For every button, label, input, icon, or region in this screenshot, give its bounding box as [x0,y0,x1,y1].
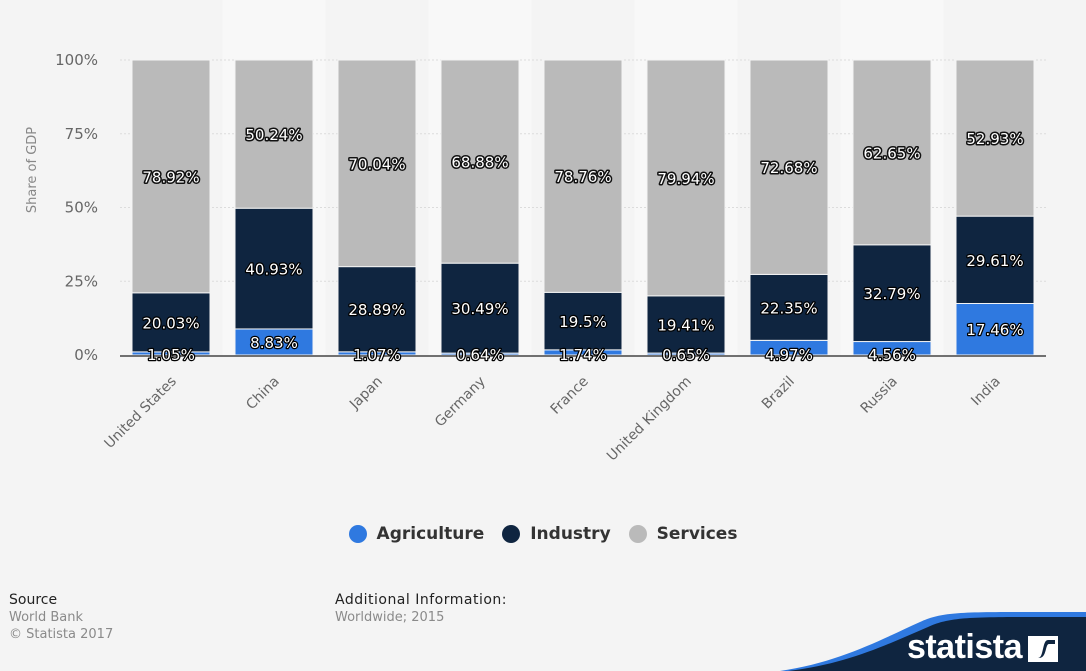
x-axis-categories: United States China Japan Germany France Unit… [101,374,1003,465]
data-label: 52.93% [966,130,1023,148]
bar-segment-industry[interactable] [543,291,623,351]
statista-mark-icon [1028,636,1058,662]
source-section: Source World Bank © Statista 2017 [9,592,113,643]
x-category-label: United Kingdom [604,374,695,465]
bar-segment-services[interactable] [955,59,1035,217]
legend-label: Industry [530,524,611,544]
legend-item-services[interactable]: Services [628,524,738,544]
data-label: 32.79% [863,285,920,303]
x-category-label: Japan [346,374,386,414]
data-label: 62.65% [863,144,920,162]
data-label: 78.76% [554,168,611,186]
y-axis-title: Share of GDP [25,127,40,213]
data-label: 20.03% [142,314,199,332]
y-tick-label: 0% [74,346,98,364]
data-label: 30.49% [451,300,508,318]
x-category-label: China [243,374,283,414]
info-title: Additional Information: [335,592,507,608]
bar-segment-services[interactable] [440,59,520,264]
data-label: 78.92% [142,168,199,186]
bar-segment-industry[interactable] [337,266,417,353]
bar-segment-services[interactable] [543,59,623,293]
bar-segment-industry[interactable] [131,292,211,353]
legend-dot-icon [628,525,647,543]
bar-segment-agriculture[interactable] [955,302,1035,356]
y-axis-ticks: 0% 25% 50% 75% 100% [55,51,98,364]
data-label: 19.5% [559,313,607,331]
bar-segment-services[interactable] [749,59,829,275]
data-label: 70.04% [348,155,405,173]
data-label: 0.65% [662,346,710,364]
bar-segment-industry[interactable] [440,262,520,354]
bar-segment-services[interactable] [852,59,932,246]
legend-dot-icon [502,525,521,543]
data-label: 4.56% [868,346,916,364]
legend-item-agriculture[interactable]: Agriculture [348,524,485,544]
info-text: Worldwide; 2015 [335,610,445,625]
y-tick-label: 50% [65,199,98,217]
y-tick-label: 25% [65,272,98,290]
x-category-label: France [548,374,592,418]
bar-segment-services[interactable] [131,59,211,294]
statista-logo[interactable]: statista [780,600,1086,671]
x-category-label: Russia [858,374,901,417]
bar-segment-agriculture[interactable] [234,328,314,356]
bar-segment-industry[interactable] [646,295,726,354]
data-label: 19.41% [657,316,714,334]
legend-label: Agriculture [376,524,485,544]
data-label: 68.88% [451,154,508,172]
data-label: 79.94% [657,170,714,188]
data-label: 28.89% [348,301,405,319]
data-label: 29.61% [966,252,1023,270]
bar-segment-industry[interactable] [852,244,932,343]
legend-dot-icon [348,525,367,543]
data-label: 1.74% [559,346,607,364]
source-title: Source [9,592,58,608]
data-label: 0.64% [456,346,504,364]
additional-info-section: Additional Information: Worldwide; 2015 [335,592,507,626]
x-category-label: India [968,374,1004,410]
logo-wave-background [780,612,1086,671]
data-label: 17.46% [966,321,1023,339]
data-label: 50.24% [245,126,302,144]
bar-segment-services[interactable] [337,59,417,268]
legend-item-industry[interactable]: Industry [502,524,611,544]
data-label: 4.97% [765,346,813,364]
legend: Agriculture Industry Services [0,524,1086,544]
data-label: 8.83% [250,334,298,352]
x-category-label: Germany [432,374,489,431]
legend-label: Services [656,524,738,544]
y-tick-label: 100% [55,51,98,69]
bar-segment-industry[interactable] [749,273,829,341]
data-label: 22.35% [760,299,817,317]
x-category-label: Brazil [759,374,798,413]
bar-segment-services[interactable] [234,59,314,209]
bars [131,59,1035,356]
data-label: 40.93% [245,261,302,279]
y-tick-label: 75% [65,125,98,143]
bar-segment-services[interactable] [646,59,726,297]
stacked-bar-chart: 0% 25% 50% 75% 100% Share of GDP 1.05% 20.03%… [25,51,1046,465]
data-label: 72.68% [760,159,817,177]
data-label: 1.05% [147,346,195,364]
bar-segment-industry[interactable] [234,207,314,330]
copyright: © Statista 2017 [9,627,114,642]
data-labels: 1.05% 20.03% 78.92% 8.83% 40.93% 50.24% 1.07% 2… [141,125,1025,366]
data-label: 1.07% [353,346,401,364]
x-category-label: United States [101,374,179,452]
source-name[interactable]: World Bank [9,610,84,625]
logo-text: statista [906,628,1023,666]
